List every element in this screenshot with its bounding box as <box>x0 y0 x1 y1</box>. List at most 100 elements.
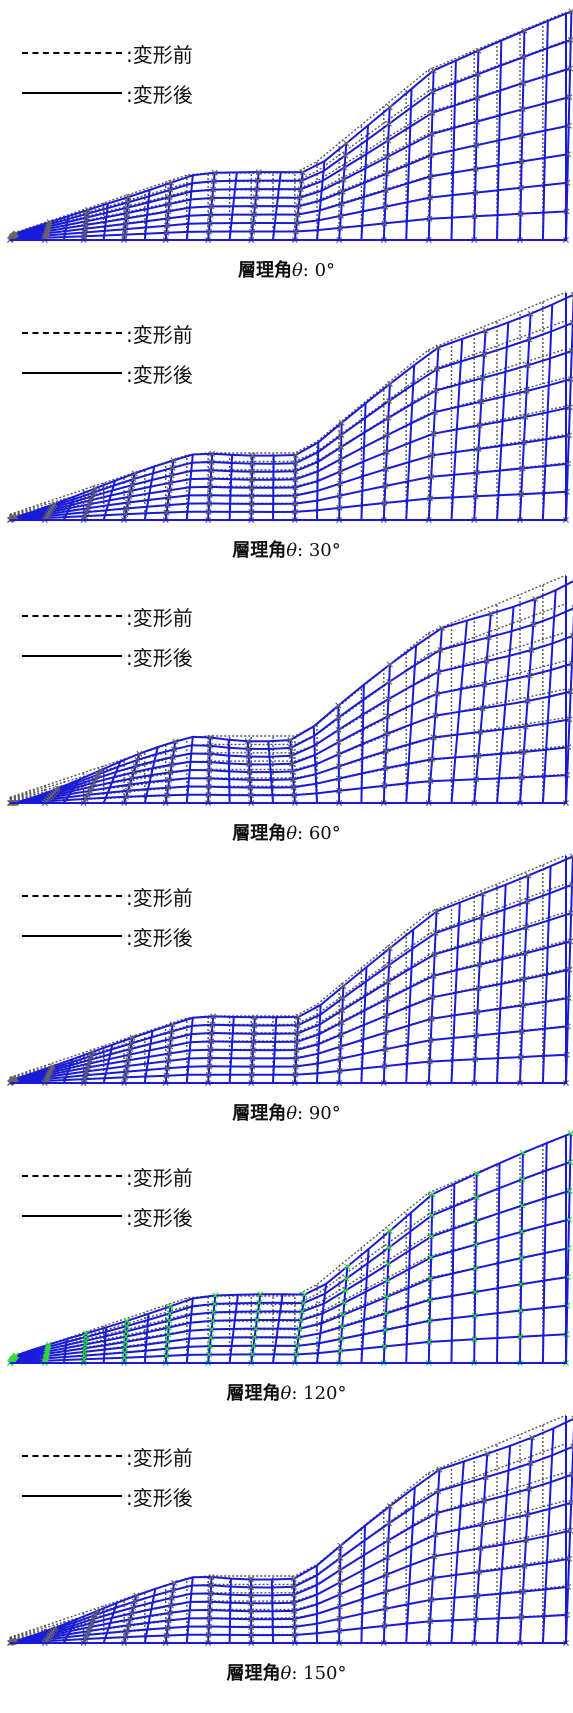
node-marker <box>164 222 171 229</box>
node-marker <box>381 1622 388 1629</box>
node-marker <box>51 501 58 508</box>
node-marker <box>337 212 344 219</box>
deformed-column-line <box>450 620 468 804</box>
node-marker <box>163 229 170 236</box>
node-marker <box>335 702 342 709</box>
deformed-column-line <box>496 322 510 521</box>
node-marker <box>426 1058 433 1065</box>
node-marker <box>519 1202 526 1209</box>
node-marker <box>124 1628 131 1635</box>
node-marker <box>430 972 437 979</box>
caption-prefix: 層理角 <box>232 540 287 561</box>
node-marker <box>123 1068 130 1075</box>
node-marker <box>383 748 390 755</box>
deformed-column-line <box>63 216 70 241</box>
node-marker <box>166 1310 173 1317</box>
node-marker <box>251 1022 258 1029</box>
deformed-row-line <box>12 153 569 239</box>
domain-boundary <box>10 1136 567 1364</box>
node-marker <box>12 514 20 521</box>
node-marker <box>207 1334 214 1341</box>
node-marker <box>339 1007 346 1014</box>
node-marker <box>82 513 89 520</box>
node-marker <box>436 1466 443 1473</box>
deformed-column-line <box>541 1143 548 1364</box>
node-marker <box>168 179 175 186</box>
node-marker <box>166 1050 173 1057</box>
node-marker <box>570 291 573 298</box>
node-marker <box>248 1600 255 1607</box>
node-marker <box>521 27 528 34</box>
node-marker <box>428 1233 435 1240</box>
panel-angle-3: :変形前:変形後 層理角θ: 90° <box>0 843 573 1124</box>
node-marker <box>83 1632 90 1639</box>
caption-separator: : <box>297 823 309 844</box>
legend-after-label: :変形後 <box>126 645 193 670</box>
deformed-column-line <box>102 1602 118 1644</box>
node-marker <box>337 1055 344 1062</box>
legend-solid-line <box>22 1215 122 1217</box>
node-marker <box>131 1598 138 1605</box>
node-marker <box>128 1040 135 1047</box>
node-marker <box>206 1615 213 1622</box>
node-marker <box>130 769 137 776</box>
node-marker <box>335 775 342 782</box>
node-marker <box>386 678 393 685</box>
node-marker <box>88 783 95 790</box>
node-marker <box>248 1608 255 1615</box>
node-marker <box>290 784 297 791</box>
node-marker <box>171 746 178 753</box>
node-marker <box>431 951 438 958</box>
node-marker <box>246 761 253 768</box>
original-row-line <box>9 433 567 519</box>
node-marker <box>481 1497 488 1505</box>
deformed-mesh <box>9 1132 572 1364</box>
original-row-line <box>9 574 567 798</box>
node-marker <box>429 994 436 1001</box>
original-row-line <box>9 291 567 515</box>
node-marker <box>477 937 484 945</box>
deformed-column-line <box>185 736 194 804</box>
node-marker <box>520 748 527 756</box>
node-marker <box>127 1046 134 1053</box>
node-marker <box>206 492 213 499</box>
node-marker <box>206 1063 213 1070</box>
node-marker <box>170 1587 177 1594</box>
node-marker <box>566 716 573 723</box>
domain-boundary <box>10 576 567 804</box>
node-marker <box>210 1309 217 1316</box>
node-marker <box>485 634 492 641</box>
node-marker <box>123 215 130 222</box>
node-marker <box>473 1217 480 1224</box>
node-marker <box>570 1443 573 1450</box>
node-marker <box>170 457 177 464</box>
node-marker <box>384 1554 391 1561</box>
node-marker <box>530 621 537 628</box>
node-marker <box>338 200 345 207</box>
node-marker <box>125 499 132 506</box>
node-marker <box>429 756 436 763</box>
deformed-column-line <box>143 1313 150 1364</box>
node-marker <box>250 220 257 227</box>
deformed-column-line <box>496 1163 501 1364</box>
node-marker <box>567 688 573 695</box>
node-marker <box>206 500 213 507</box>
node-marker <box>336 1067 343 1074</box>
node-marker <box>249 476 256 483</box>
node-marker <box>207 1046 214 1053</box>
legend-after-label: :変形後 <box>126 362 193 387</box>
node-marker <box>475 47 482 54</box>
node-marker <box>476 422 483 429</box>
node-marker <box>248 1071 255 1078</box>
mesh-plot <box>6 574 573 807</box>
domain-boundary <box>10 13 567 241</box>
legend-dashed-line <box>22 895 122 897</box>
node-marker <box>206 767 213 774</box>
deformed-column-line <box>25 1072 35 1084</box>
node-marker <box>208 1582 215 1589</box>
node-marker <box>207 1590 214 1597</box>
node-marker <box>164 1624 171 1631</box>
node-marker <box>340 176 347 183</box>
node-marker <box>472 1288 479 1296</box>
node-marker <box>428 130 435 138</box>
